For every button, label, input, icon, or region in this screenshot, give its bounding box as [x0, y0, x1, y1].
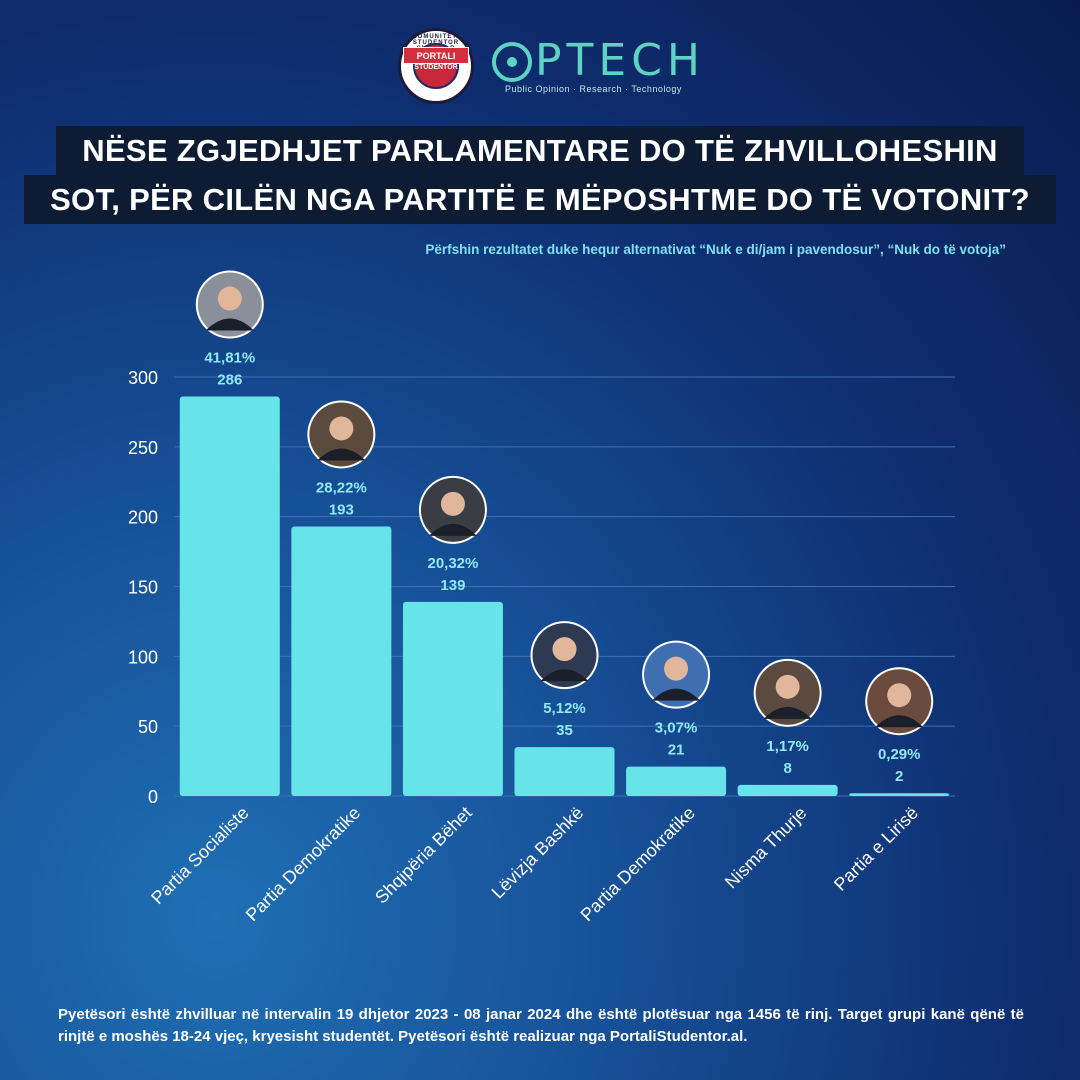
title-line-1: NËSE ZGJEDHJET PARLAMENTARE DO TË ZHVILL…: [56, 126, 1024, 175]
x-tick-label: Partia Demokratike: [242, 803, 364, 925]
x-tick-label: Shqipëria Bëhet: [371, 803, 476, 908]
x-tick-label: Partia e Lirisë: [830, 803, 922, 895]
value-label: 286: [217, 372, 242, 389]
value-label: 21: [668, 742, 685, 759]
y-tick-label: 150: [128, 578, 158, 598]
chart-title: NËSE ZGJEDHJET PARLAMENTARE DO TË ZHVILL…: [0, 126, 1080, 224]
candidate-avatar: [418, 475, 487, 544]
y-tick-label: 100: [128, 647, 158, 667]
x-tick-label: Lëvizja Bashkë: [488, 803, 588, 903]
value-label: 139: [440, 577, 465, 594]
percent-label: 20,32%: [427, 555, 478, 572]
bar: [179, 396, 280, 796]
portal-logo-band: PORTALI: [403, 47, 469, 64]
value-label: 193: [329, 501, 354, 518]
candidate-avatar: [195, 270, 264, 339]
candidate-avatar: [753, 658, 822, 727]
bar: [514, 747, 615, 796]
x-tick-label: Partia Socialiste: [147, 803, 252, 908]
percent-label: 5,12%: [543, 700, 586, 717]
logo-bar: KOMUNITETI STUDENTOR SHQIPTAR PORTALI ST…: [0, 24, 1080, 106]
value-label: 35: [556, 722, 573, 739]
percent-label: 3,07%: [655, 720, 698, 737]
optech-logo-text: PTECH: [535, 35, 706, 86]
optech-tagline: Public Opinion · Research · Technology: [505, 84, 682, 94]
candidate-avatar: [642, 640, 711, 709]
percent-label: 28,22%: [316, 479, 367, 496]
candidate-avatar: [865, 667, 934, 736]
avatars: [195, 270, 934, 736]
bar: [626, 766, 727, 796]
value-label: 8: [783, 760, 791, 777]
bar: [291, 526, 392, 796]
percent-label: 0,29%: [878, 746, 921, 763]
percent-label: 41,81%: [204, 350, 255, 367]
portali-studentor-logo: KOMUNITETI STUDENTOR SHQIPTAR PORTALI ST…: [398, 28, 474, 104]
y-tick-label: 200: [128, 508, 158, 528]
title-line-2: SOT, PËR CILËN NGA PARTITË E MËPOSHTME D…: [24, 175, 1056, 224]
bar: [402, 601, 503, 796]
y-tick-label: 0: [148, 787, 158, 807]
y-tick-label: 300: [128, 368, 158, 388]
value-label: 2: [895, 768, 903, 785]
y-axis-ticks: 0 50 100 150 200 250 300: [128, 368, 158, 807]
bars: [179, 396, 950, 796]
percent-label: 1,17%: [766, 738, 809, 755]
survey-footnote: Pyetësori është zhvilluar në intervalin …: [58, 1006, 1024, 1045]
bar: [737, 784, 838, 796]
candidate-avatar: [307, 400, 376, 469]
optech-o-icon: [492, 42, 532, 82]
x-tick-label: Partia Demokratike: [577, 803, 699, 925]
data-labels: 41,81% 286 28,22% 193 20,32% 139 5,12% 35 3,07% 2…: [204, 350, 920, 786]
chart-subtitle: Përfshin rezultatet duke hequr alternati…: [425, 242, 1006, 257]
candidate-avatar: [530, 621, 599, 690]
x-tick-label: Nisma Thurje: [721, 803, 811, 893]
bar: [849, 793, 950, 796]
y-tick-label: 250: [128, 438, 158, 458]
y-tick-label: 50: [138, 717, 158, 737]
portal-logo-sub: STUDENTOR: [414, 64, 458, 71]
